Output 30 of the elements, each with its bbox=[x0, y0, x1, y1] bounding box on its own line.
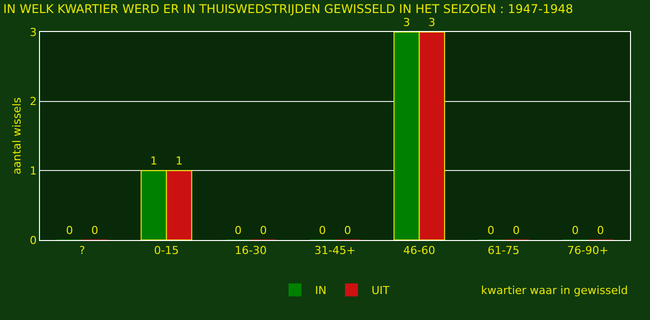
y-tick-label: 2 bbox=[30, 95, 37, 108]
data-label: 0 bbox=[597, 224, 604, 237]
x-tick-label: ? bbox=[79, 244, 86, 258]
data-label: 0 bbox=[66, 224, 73, 237]
x-axis-title: kwartier waar in gewisseld bbox=[481, 284, 628, 297]
data-label: 0 bbox=[91, 224, 98, 237]
x-tick-label: 31-45+ bbox=[314, 244, 356, 258]
x-tick-label: 0-15 bbox=[154, 244, 179, 258]
data-label: 0 bbox=[487, 224, 494, 237]
x-tick-label: 61-75 bbox=[488, 244, 520, 258]
data-label: 0 bbox=[512, 224, 520, 237]
data-label: 1 bbox=[176, 154, 183, 168]
data-label: 0 bbox=[318, 224, 326, 237]
data-label: 1 bbox=[150, 154, 158, 168]
data-label: 0 bbox=[234, 224, 242, 237]
x-tick-label: 76-90+ bbox=[567, 244, 608, 258]
legend-label: IN bbox=[315, 284, 326, 298]
y-tick-label: 3 bbox=[30, 26, 37, 39]
x-tick-label: 16-30 bbox=[234, 244, 267, 258]
y-tick-label: 0 bbox=[30, 234, 37, 247]
chart-title: IN WELK KWARTIER WERD ER IN THUISWEDSTRIJDEN GEWISSELD IN HET SEIZOEN : 1947-1948 bbox=[3, 2, 574, 16]
data-label: 3 bbox=[403, 16, 410, 29]
y-tick-label: 1 bbox=[30, 164, 37, 178]
data-label: 0 bbox=[260, 224, 267, 237]
legend-label: UIT bbox=[371, 284, 390, 298]
data-label: 0 bbox=[344, 224, 352, 237]
data-label: 3 bbox=[428, 16, 436, 29]
y-axis-title: aantal wissels bbox=[10, 97, 24, 175]
data-label: 0 bbox=[572, 224, 579, 237]
x-tick-label: 46-60 bbox=[403, 244, 436, 258]
